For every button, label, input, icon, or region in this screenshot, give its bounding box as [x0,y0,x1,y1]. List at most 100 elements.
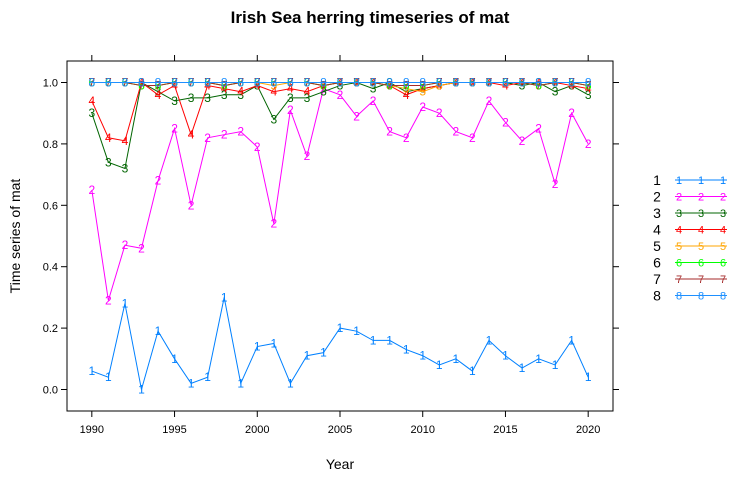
data-point: 4 [287,82,294,96]
data-point: 2 [403,131,410,145]
data-point: 1 [552,358,559,372]
data-point: 2 [469,131,476,145]
data-point: 2 [320,82,327,96]
data-point: 4 [105,131,112,145]
data-point: 4 [502,79,509,93]
data-point: 2 [568,106,575,120]
series-line-1 [91,297,589,390]
legend-symbol: 7 [698,274,704,286]
data-point: 2 [552,177,559,191]
data-point: 4 [171,79,178,93]
legend-symbol: 1 [676,175,682,187]
x-tick-label: 2005 [328,424,352,436]
legend-symbol: 6 [720,258,726,270]
data-point: 5 [436,79,443,93]
data-point: 1 [88,364,95,378]
data-point: 1 [486,333,493,347]
data-point: 2 [452,125,459,139]
data-point: 1 [585,370,592,384]
legend-symbol: 1 [720,175,726,187]
plot-frame [66,60,614,412]
data-point: 7 [155,79,162,93]
legend-label: 1 [653,172,661,188]
data-point: 6 [585,79,592,93]
data-point: 1 [502,349,509,363]
data-point: 2 [535,122,542,136]
data-point: 2 [519,134,526,148]
data-point: 3 [370,82,377,96]
data-point: 3 [519,79,526,93]
data-point: 2 [221,128,228,142]
data-point: 7 [221,79,228,93]
legend-symbol: 7 [720,274,726,286]
data-point: 3 [287,91,294,105]
legend: 1 1 1 12 2 2 23 3 3 34 4 4 45 5 5 56 6 6 67 7 7 78 8 8 8 [653,172,727,304]
legend-symbol: 8 [698,291,704,303]
data-point: 2 [237,125,244,139]
legend-symbol: 6 [698,258,704,270]
data-point: 1 [469,364,476,378]
legend-label: 3 [653,205,661,221]
data-point: 8 [204,75,211,89]
y-axis-label: Time series of mat [7,179,23,294]
data-point: 7 [585,79,592,93]
x-axis-label: Year [326,456,355,472]
x-tick-label: 1995 [162,424,186,436]
data-point: 2 [204,131,211,145]
data-point: 8 [370,75,377,89]
legend-label: 6 [653,255,661,271]
data-point: 1 [320,346,327,360]
legend-symbol: 5 [698,241,704,253]
data-point: 8 [502,75,509,89]
data-point: 8 [138,75,145,89]
data-point: 3 [155,85,162,99]
data-point: 1 [337,321,344,335]
y-tick-label: 0.8 [43,139,58,151]
data-point: 4 [188,128,195,142]
legend-label: 2 [653,189,661,205]
data-point: 4 [155,88,162,102]
data-point: 4 [204,79,211,93]
data-point: 2 [386,125,393,139]
data-point: 8 [568,75,575,89]
legend-label: 8 [653,288,661,304]
data-point: 3 [237,88,244,102]
data-point: 1 [386,333,393,347]
data-point: 8 [519,75,526,89]
data-point: 4 [237,85,244,99]
legend-symbol: 5 [720,241,726,253]
data-point: 1 [403,343,410,357]
data-point: 3 [403,85,410,99]
data-point: 8 [436,75,443,89]
legend-symbol: 2 [720,192,726,204]
data-point: 4 [403,88,410,102]
data-point: 3 [552,85,559,99]
y-tick-label: 0.0 [43,385,58,397]
legend-symbol: 2 [676,192,682,204]
data-point: 8 [188,75,195,89]
data-point: 3 [585,88,592,102]
data-point: 1 [370,333,377,347]
data-point: 4 [88,94,95,108]
data-point: 3 [304,91,311,105]
data-point: 1 [353,324,360,338]
y-tick-label: 0.6 [43,200,58,212]
data-point: 7 [320,79,327,93]
data-point: 1 [519,361,526,375]
legend-symbol: 3 [676,208,682,220]
data-point: 8 [270,75,277,89]
data-point: 2 [486,94,493,108]
data-point: 2 [353,109,360,123]
data-point: 8 [469,75,476,89]
data-point: 2 [155,174,162,188]
data-point: 3 [122,161,129,175]
legend-label: 5 [653,238,661,254]
legend-label: 7 [653,271,661,287]
data-point: 1 [436,358,443,372]
data-point: 2 [188,198,195,212]
data-point: 1 [254,340,261,354]
data-point: 5 [403,82,410,96]
data-point: 2 [88,183,95,197]
